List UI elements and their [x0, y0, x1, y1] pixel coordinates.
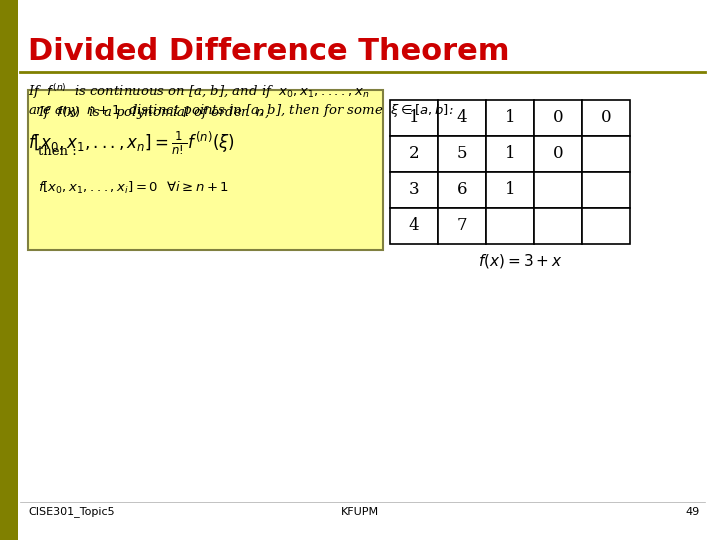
Text: 1: 1 — [505, 145, 516, 163]
Text: 1: 1 — [409, 110, 419, 126]
Text: 4: 4 — [409, 218, 419, 234]
Text: $f(x) = 3 + x$: $f(x) = 3 + x$ — [477, 252, 562, 270]
Bar — [438, 208, 486, 244]
Text: 1: 1 — [505, 181, 516, 199]
Bar — [486, 136, 534, 172]
Text: 4: 4 — [456, 110, 467, 126]
Bar — [390, 172, 438, 208]
Bar — [486, 172, 534, 208]
Text: 0: 0 — [553, 110, 563, 126]
Text: 3: 3 — [409, 181, 419, 199]
Bar — [534, 208, 582, 244]
Bar — [582, 208, 630, 244]
Text: then :: then : — [38, 145, 77, 158]
Bar — [438, 136, 486, 172]
Text: 7: 7 — [456, 218, 467, 234]
Text: 6: 6 — [456, 181, 467, 199]
Text: 49: 49 — [685, 507, 700, 517]
Bar — [582, 100, 630, 136]
Text: CISE301_Topic5: CISE301_Topic5 — [28, 507, 114, 517]
Text: 5: 5 — [456, 145, 467, 163]
Bar — [438, 100, 486, 136]
Text: $f[x_0, x_1,..., x_n] = \frac{1}{n!} f^{(n)}(\xi)$: $f[x_0, x_1,..., x_n] = \frac{1}{n!} f^{… — [28, 130, 235, 158]
Bar — [486, 208, 534, 244]
Bar — [486, 100, 534, 136]
Bar — [28, 90, 383, 250]
Bar — [438, 172, 486, 208]
Bar — [534, 172, 582, 208]
Text: Divided Difference Theorem: Divided Difference Theorem — [28, 37, 510, 66]
Bar — [582, 136, 630, 172]
Bar — [534, 100, 582, 136]
Bar — [390, 100, 438, 136]
Text: If  $f(x)$  is a polynomial of order  $n$,: If $f(x)$ is a polynomial of order $n$, — [38, 104, 269, 121]
Text: 0: 0 — [600, 110, 611, 126]
Bar — [390, 208, 438, 244]
Bar — [534, 136, 582, 172]
Text: $f[x_0, x_1,..., x_i] = 0 \ \ \forall i \geq n+1$: $f[x_0, x_1,..., x_i] = 0 \ \ \forall i … — [38, 180, 229, 196]
Bar — [390, 136, 438, 172]
Text: 1: 1 — [505, 110, 516, 126]
Bar — [582, 172, 630, 208]
Text: KFUPM: KFUPM — [341, 507, 379, 517]
Bar — [0, 0, 18, 540]
Text: are any  $n+1$  distinct points in [a, b], then for some  $\xi \in [a, b]$:: are any $n+1$ distinct points in [a, b],… — [28, 102, 454, 119]
Text: If  $f^{(n)}$  is continuous on [a, b], and if  $x_0, x_1,...., x_n$: If $f^{(n)}$ is continuous on [a, b], an… — [28, 82, 369, 101]
Text: 0: 0 — [553, 145, 563, 163]
Text: 2: 2 — [409, 145, 419, 163]
